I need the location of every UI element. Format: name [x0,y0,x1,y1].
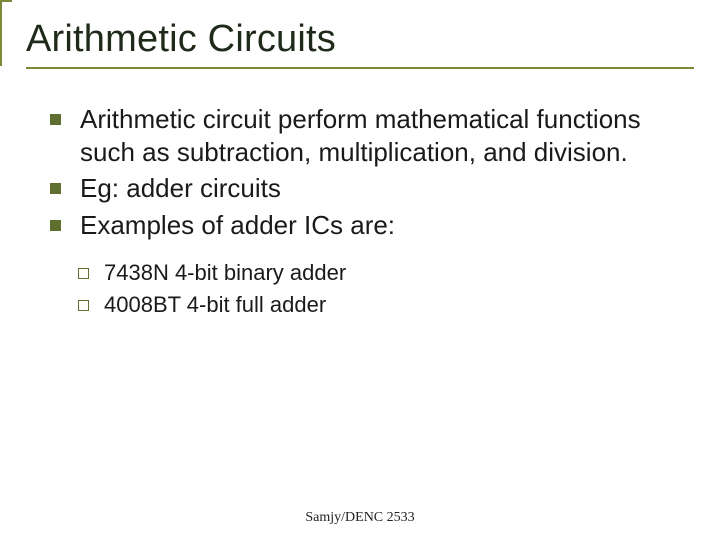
slide: Arithmetic Circuits Arithmetic circuit p… [0,0,720,540]
slide-title: Arithmetic Circuits [26,18,694,61]
slide-body: Arithmetic circuit perform mathematical … [26,103,694,319]
sub-bullet-item: 4008BT 4-bit full adder [76,291,684,320]
title-corner-tick [0,0,12,66]
bullet-list: Arithmetic circuit perform mathematical … [46,103,684,241]
bullet-item: Examples of adder ICs are: [46,209,684,242]
bullet-item: Arithmetic circuit perform mathematical … [46,103,684,168]
slide-footer: Samjy/DENC 2533 [0,510,720,526]
title-underline: Arithmetic Circuits [26,18,694,69]
sub-bullet-item: 7438N 4-bit binary adder [76,259,684,288]
bullet-item: Eg: adder circuits [46,172,684,205]
sub-bullet-list: 7438N 4-bit binary adder 4008BT 4-bit fu… [76,259,684,319]
